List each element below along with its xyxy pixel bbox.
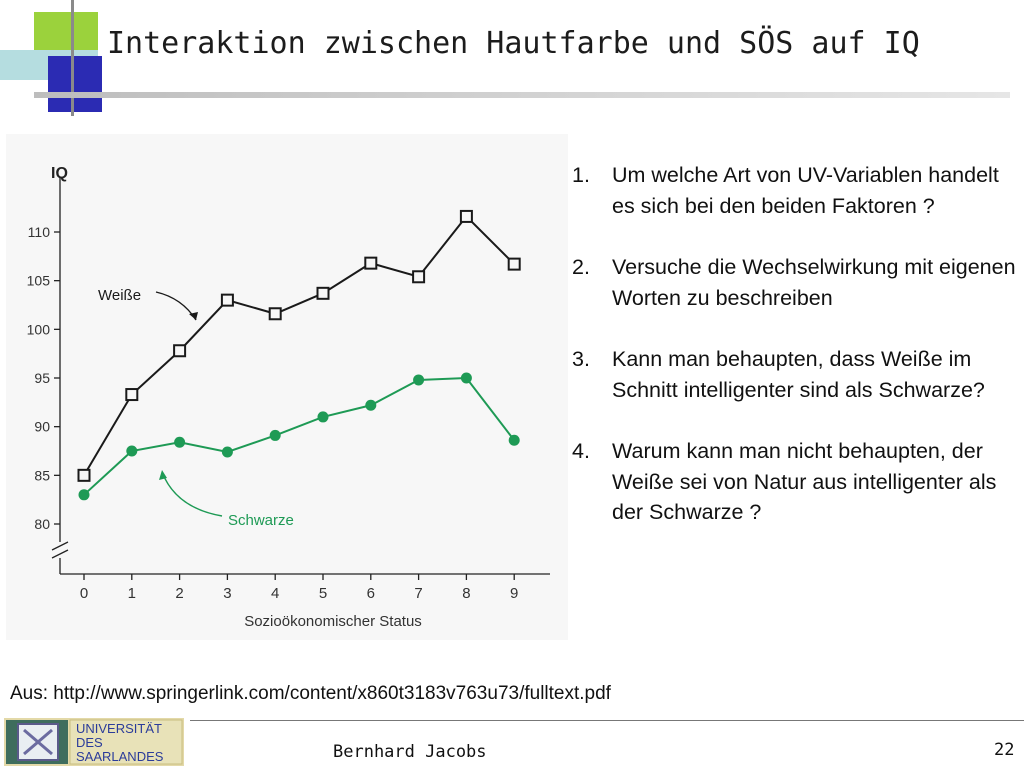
- x-tick-label: 7: [414, 585, 422, 602]
- question-text: Versuche die Wechselwirkung mit eigenen …: [612, 255, 1016, 310]
- question-text: Um welche Art von UV-Variablen handelt e…: [612, 163, 999, 218]
- footer-divider: [190, 720, 1024, 721]
- x-tick-label: 0: [80, 585, 88, 602]
- data-point-schwarze: [365, 399, 377, 411]
- x-tick-label: 9: [510, 585, 518, 602]
- question-number: 1.: [572, 163, 590, 187]
- question-item: 4. Warum kann man nicht behaupten, der We…: [572, 436, 1020, 528]
- y-tick-label: 85: [34, 467, 50, 483]
- x-tick-label: 5: [319, 585, 327, 602]
- data-point-schwarze: [126, 445, 138, 457]
- series-line-schwarze: [83, 376, 515, 496]
- data-point-weisse: [77, 468, 91, 482]
- data-point-schwarze: [413, 374, 425, 386]
- question-text: Warum kann man nicht behaupten, der Weiß…: [612, 439, 997, 524]
- data-point-weisse: [459, 209, 473, 223]
- page-number: 22: [994, 740, 1015, 760]
- question-number: 3.: [572, 347, 590, 371]
- data-point-weisse: [507, 257, 521, 271]
- y-tick-label: 95: [34, 370, 50, 386]
- y-tick-label: 100: [27, 321, 51, 337]
- source-citation: Aus: http://www.springerlink.com/content…: [10, 683, 611, 704]
- y-axis-label: IQ: [51, 165, 68, 182]
- logo-text-line: UNIVERSITÄT: [76, 721, 162, 736]
- university-logo: UNIVERSITÄT DES SAARLANDES: [4, 718, 184, 766]
- logo-text-line: SAARLANDES: [76, 749, 164, 764]
- axis-break-mark: [51, 549, 69, 559]
- question-item: 1. Um welche Art von UV-Variablen handelt…: [572, 160, 1020, 221]
- series-label-arrow: [161, 471, 223, 517]
- author-name: Bernhard Jacobs: [333, 742, 487, 762]
- series-label-schwarze: Schwarze: [228, 512, 294, 529]
- data-point-schwarze: [460, 372, 472, 384]
- data-point-schwarze: [508, 434, 520, 446]
- data-point-schwarze: [317, 411, 329, 423]
- x-tick-label: 2: [175, 585, 183, 602]
- data-point-weisse: [125, 388, 139, 402]
- data-point-schwarze: [174, 436, 186, 448]
- question-item: 2. Versuche die Wechselwirkung mit eigene…: [572, 252, 1020, 313]
- slide-title: Interaktion zwischen Hautfarbe und SÖS a…: [107, 26, 920, 61]
- deco-vertical-line: [71, 0, 74, 116]
- question-text: Kann man behaupten, dass Weiße im Schnit…: [612, 347, 985, 402]
- data-point-weisse: [173, 344, 187, 358]
- question-number: 2.: [572, 255, 590, 279]
- data-point-weisse: [364, 256, 378, 270]
- iq-chart: IQ 80 85 90 95 100 105 110 0 1 2 3 4 5 6 7 8 9 Sozioökonom…: [27, 165, 550, 630]
- series-label-weisse: Weiße: [98, 287, 141, 304]
- y-tick-label: 110: [28, 224, 51, 240]
- series-label-arrowhead: [189, 312, 198, 320]
- deco-blue-block: [48, 56, 102, 112]
- axis-break-mark: [51, 541, 69, 551]
- data-point-schwarze: [78, 489, 90, 501]
- data-point-weisse: [316, 286, 330, 300]
- x-tick-label: 6: [367, 585, 375, 602]
- title-underline: [34, 92, 1010, 98]
- data-point-weisse: [220, 293, 234, 307]
- x-tick-label: 8: [462, 585, 470, 602]
- x-tick-label: 3: [223, 585, 231, 602]
- logo-text-line: DES: [76, 735, 103, 750]
- question-list: 1. Um welche Art von UV-Variablen handelt…: [572, 160, 1020, 559]
- data-point-weisse: [412, 270, 426, 284]
- series-label-arrowhead: [159, 470, 167, 480]
- x-tick-label: 1: [128, 585, 136, 602]
- x-axis-label: Sozioökonomischer Status: [244, 613, 422, 630]
- question-item: 3. Kann man behaupten, dass Weiße im Schn…: [572, 344, 1020, 405]
- question-number: 4.: [572, 439, 590, 463]
- data-point-schwarze: [269, 429, 281, 441]
- y-tick-label: 80: [34, 516, 50, 532]
- data-point-schwarze: [221, 446, 233, 458]
- series-line-weisse: [83, 214, 515, 476]
- x-tick-label: 4: [271, 585, 279, 602]
- chart-panel: IQ 80 85 90 95 100 105 110 0 1 2 3 4 5 6 7 8 9 Sozioökonom…: [6, 134, 568, 640]
- logo-graphic: UNIVERSITÄT DES SAARLANDES: [6, 719, 183, 765]
- data-point-weisse: [268, 307, 282, 321]
- y-tick-label: 105: [27, 273, 51, 289]
- y-tick-label: 90: [34, 419, 50, 435]
- series-label-arrow: [155, 291, 197, 321]
